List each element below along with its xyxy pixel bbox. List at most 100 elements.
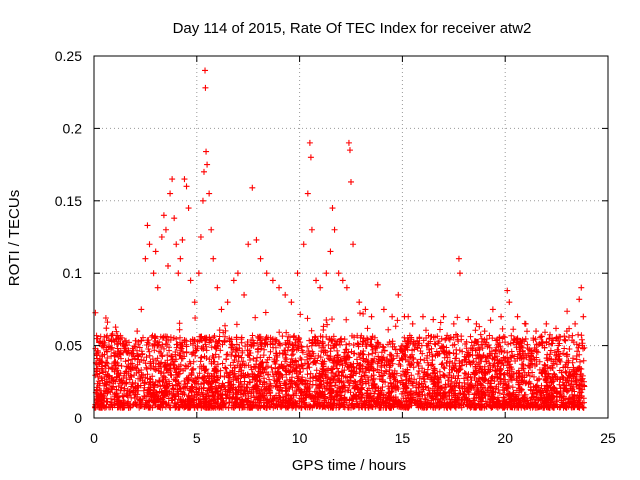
data-point [522,320,529,327]
data-point [249,184,256,191]
data-point [218,306,225,313]
data-point [138,306,145,313]
data-point [350,241,357,248]
data-point [374,281,381,288]
x-tick-label: 5 [193,430,201,446]
data-point [203,148,210,155]
data-point [197,234,204,240]
x-tick-label: 10 [292,430,308,446]
data-point [142,255,149,262]
data-point [345,139,352,146]
data-point [346,147,353,154]
data-point [543,320,550,327]
data-points [95,67,587,366]
data-point [183,183,190,190]
data-point [409,320,416,327]
data-point [343,284,350,291]
x-tick-label: 25 [600,430,616,446]
data-point [282,291,289,298]
data-point [304,190,311,197]
data-point [146,241,153,248]
data-point [455,255,462,262]
data-point [204,161,211,168]
data-point [224,299,231,306]
data-point [179,236,186,243]
y-ticks: 0 0.05 0.1 0.15 0.2 0.25 [55,48,608,426]
data-point [563,328,570,335]
data-point [230,277,237,284]
data-point [323,270,330,277]
data-point [165,262,172,269]
data-point [241,291,248,298]
data-point [158,234,165,240]
plot-frame [93,55,609,419]
data-point [380,306,387,313]
data-point [257,255,264,262]
data-point [109,331,116,338]
data-point [580,313,587,320]
data-point [313,277,320,284]
x-tick-label: 20 [497,430,513,446]
data-point [173,241,180,248]
data-point [169,176,176,183]
data-point [300,241,307,248]
data-point [473,320,480,327]
data-point [504,287,511,294]
data-point [128,349,135,356]
data-point [317,284,324,291]
data-point [210,255,217,262]
data-point [263,270,270,277]
data-point [306,139,313,146]
data-point [181,176,188,183]
data-point [389,313,396,320]
data-point [339,277,346,284]
data-point [481,328,488,335]
y-tick-label: 0.25 [55,48,82,64]
data-point [195,270,202,277]
data-point [465,316,472,323]
data-point [121,342,128,349]
data-point [234,270,241,277]
data-point [450,320,457,327]
data-point [348,178,354,185]
y-tick-label: 0.1 [63,265,83,281]
data-point [362,306,369,313]
data-point [327,248,334,255]
data-point [553,335,560,342]
data-point [167,190,174,197]
data-point [430,316,437,323]
data-point [395,291,402,298]
data-point [456,270,463,277]
y-tick-label: 0.05 [55,338,82,354]
data-point [187,277,194,284]
data-point [162,226,169,233]
data-point [269,277,276,284]
data-point [95,349,102,356]
data-point [200,168,207,175]
data-point [489,306,496,313]
data-point [202,84,209,91]
y-tick-label: 0.2 [63,120,83,136]
data-point [308,226,315,233]
data-point [356,299,363,306]
data-point [506,299,513,306]
data-point [214,284,221,291]
data-point [307,154,314,161]
data-point [440,313,447,320]
data-point [202,67,209,74]
data-point [115,335,122,342]
data-point [191,299,198,306]
data-point [134,328,141,335]
y-tick-label: 0 [74,410,82,426]
data-point [288,299,295,306]
data-point [533,328,540,335]
data-point [177,255,184,262]
data-point [103,325,110,332]
data-point [572,320,579,327]
data-point [144,222,151,229]
data-point [276,284,283,291]
x-tick-label: 0 [90,430,98,446]
data-point [498,313,505,320]
data-point [335,270,342,277]
